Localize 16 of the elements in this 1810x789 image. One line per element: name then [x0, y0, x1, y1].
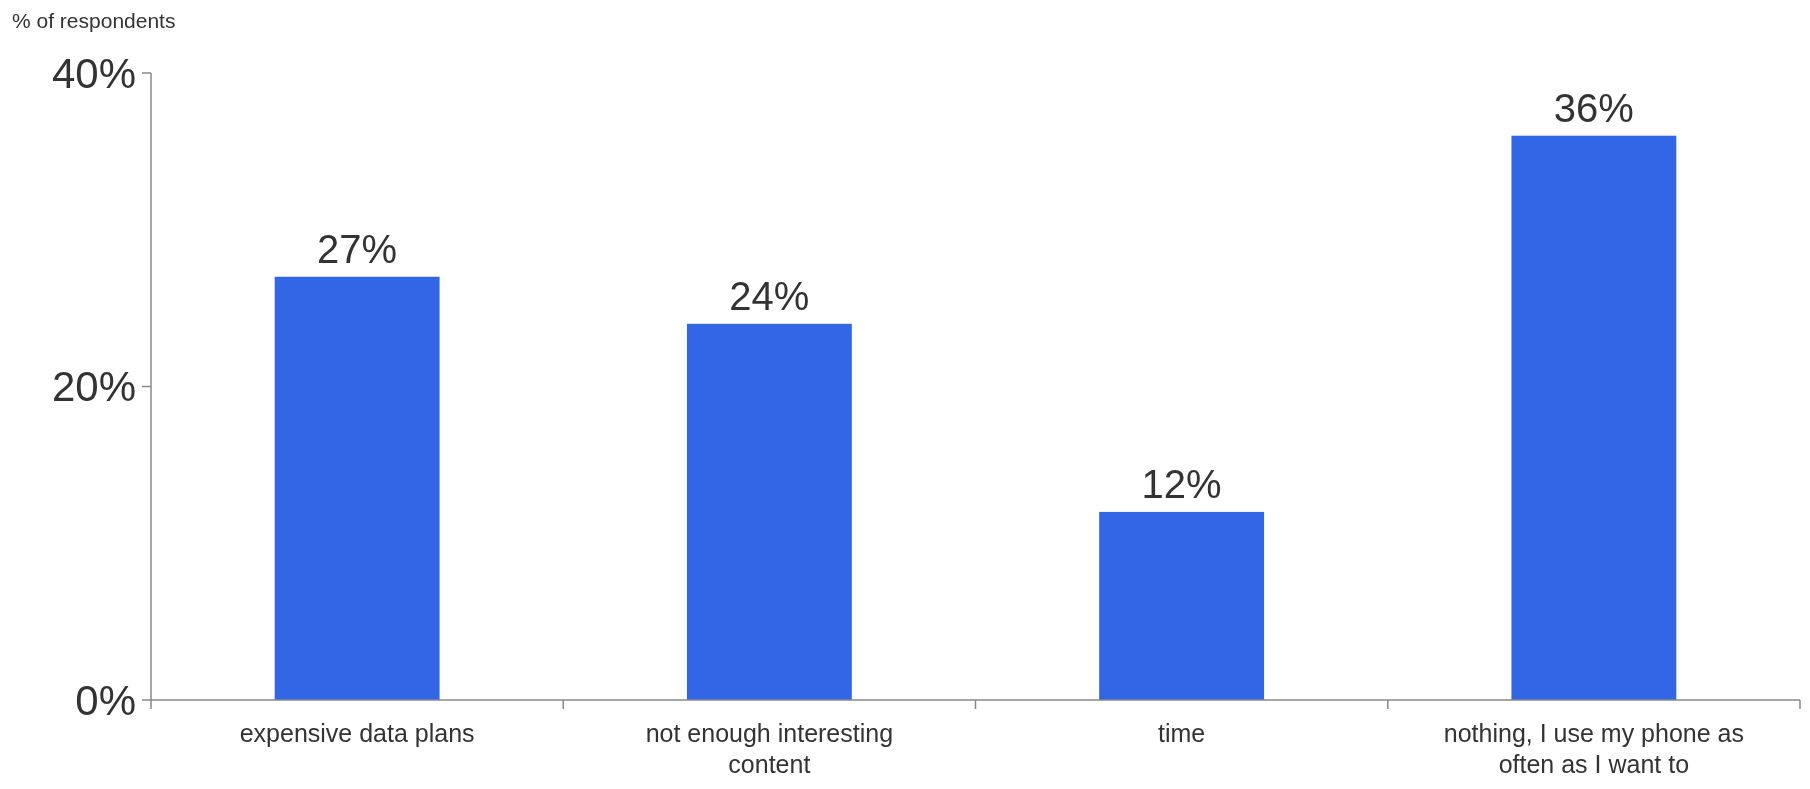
data-label: 27% [317, 226, 398, 271]
data-label: 12% [1141, 461, 1222, 506]
bar [1099, 511, 1265, 700]
x-tick-label: expensive data plans [239, 719, 475, 747]
x-tick-label: nothing, I use my phone as often as I want to [1443, 719, 1744, 778]
y-tick-label: 0% [75, 676, 136, 724]
y-axis-title: % of respondents [12, 9, 176, 32]
x-tick-label: time [1158, 719, 1206, 747]
x-tick-label: not enough interesting content [645, 719, 894, 778]
bar [686, 323, 852, 700]
data-label: 36% [1553, 85, 1634, 130]
bar [274, 276, 440, 700]
bar [1511, 135, 1677, 700]
y-tick-label: 20% [51, 363, 136, 411]
data-label: 24% [729, 273, 810, 318]
y-tick-label: 40% [51, 49, 136, 97]
